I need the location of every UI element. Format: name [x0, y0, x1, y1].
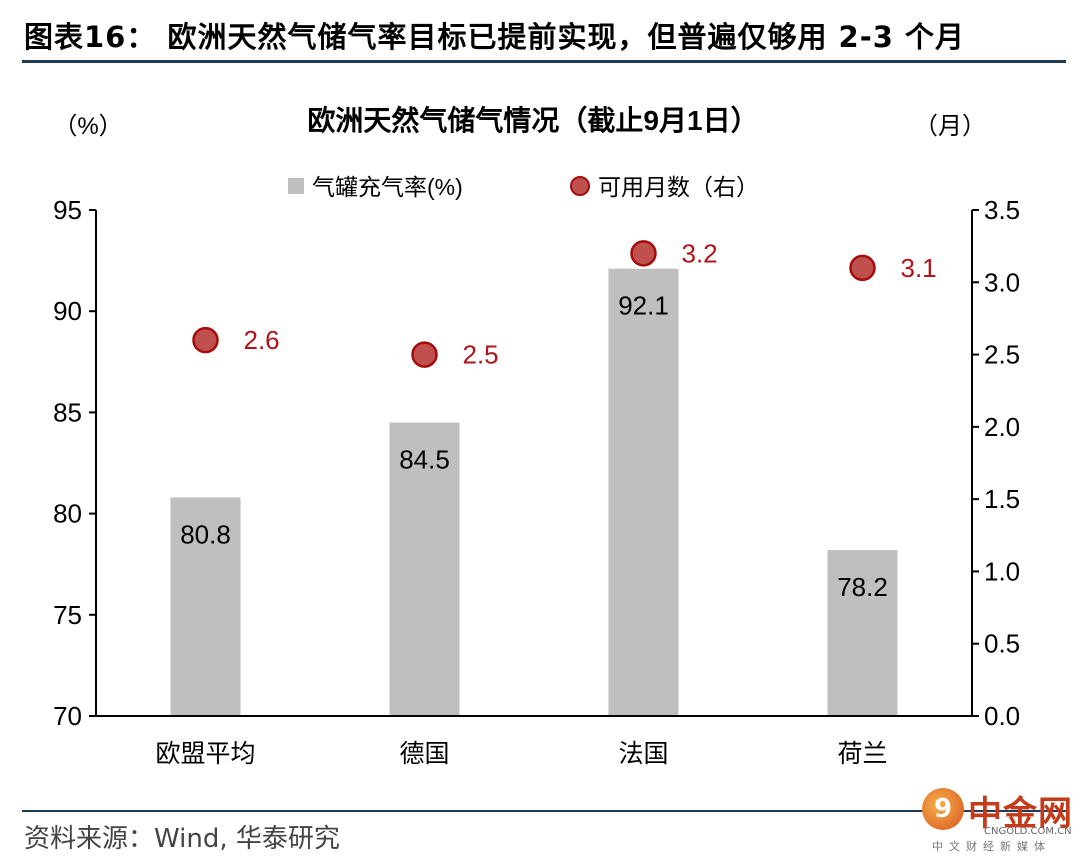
left-tick-label-5: 95: [53, 195, 82, 225]
marker-value-label-1: 2.5: [463, 340, 499, 370]
logo-name: 中金网: [968, 794, 1073, 834]
figure-title: 图表16： 欧洲天然气储气率目标已提前实现，但普遍仅够用 2-3 个月: [24, 20, 966, 54]
logo-mark-icon: 9: [922, 788, 964, 830]
left-tick-label-2: 80: [53, 499, 82, 529]
footer-rule: [22, 810, 1066, 812]
marker-1: [411, 341, 438, 368]
marker-value-label-0: 2.6: [244, 325, 280, 355]
x-tick-label-2: 法国: [618, 740, 668, 768]
right-tick-label-4: 2.0: [984, 412, 1020, 442]
legend-swatch-bar: [288, 178, 304, 194]
left-tick-label-3: 85: [53, 397, 82, 427]
legend-label-dot: 可用月数（右）: [598, 174, 759, 200]
bar-value-label-1: 84.5: [399, 445, 450, 475]
legend-marker-dot: [570, 176, 590, 196]
bar-2: [608, 268, 679, 716]
bar-3: [827, 550, 898, 716]
logo-subtitle: 中文财经新媒体: [932, 840, 1051, 853]
bar-value-label-2: 92.1: [618, 291, 669, 321]
logo-domain: CNGOLD.COM.CN: [984, 826, 1072, 837]
bar-value-label-3: 78.2: [837, 572, 888, 602]
chart: 欧洲天然气储气情况（截止9月1日） （%） （月） 气罐充气率(%) 可用月数（右） 80…: [53, 104, 1020, 768]
right-tick-label-3: 1.5: [984, 484, 1020, 514]
marker-value-label-3: 3.1: [901, 253, 937, 283]
right-tick-label-1: 0.5: [984, 629, 1020, 659]
x-tick-label-0: 欧盟平均: [155, 740, 255, 768]
left-tick-label-1: 75: [53, 600, 82, 630]
title-rule: [22, 60, 1066, 63]
legend-label-bar: 气罐充气率(%): [312, 174, 463, 200]
brand-logo: 9 中金网 CNGOLD.COM.CN 中文财经新媒体: [922, 782, 1073, 853]
bar-1: [389, 422, 460, 716]
left-tick-label-0: 70: [53, 701, 82, 731]
bar-value-label-0: 80.8: [180, 519, 231, 549]
right-axis-unit: （月）: [914, 113, 986, 140]
marker-0: [192, 326, 219, 354]
marker-2: [630, 240, 657, 267]
marker-3: [849, 254, 876, 282]
left-axis-unit: （%）: [53, 113, 122, 140]
source-note: 资料来源：Wind, 华泰研究: [24, 824, 340, 854]
marker-value-label-2: 3.2: [682, 238, 718, 268]
right-tick-label-2: 1.0: [984, 556, 1020, 586]
right-tick-label-0: 0.0: [984, 701, 1020, 731]
x-tick-label-1: 德国: [399, 740, 449, 768]
right-tick-label-5: 2.5: [984, 340, 1020, 370]
x-tick-label-3: 荷兰: [837, 740, 887, 768]
chart-title: 欧洲天然气储气情况（截止9月1日）: [307, 104, 758, 136]
left-tick-label-4: 90: [53, 296, 82, 326]
right-tick-label-7: 3.5: [984, 195, 1020, 225]
right-tick-label-6: 3.0: [984, 267, 1020, 297]
bar-0: [170, 497, 241, 716]
